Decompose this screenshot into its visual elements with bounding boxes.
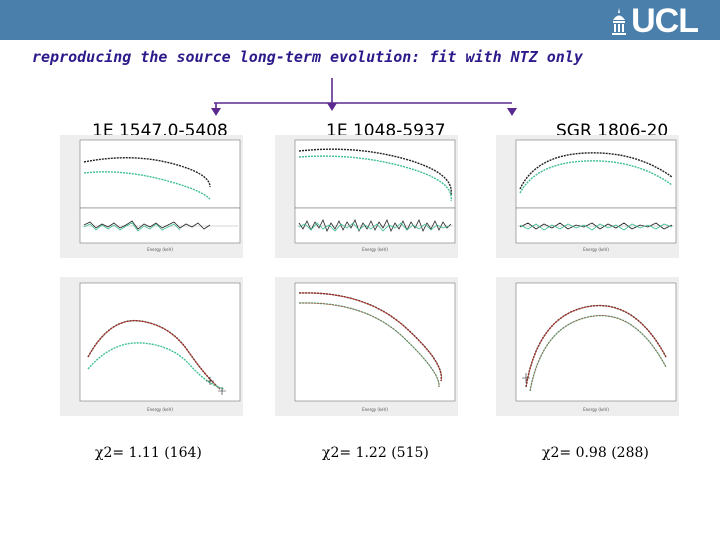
svg-text:Energy (keV): Energy (keV) (583, 407, 609, 412)
header-bar: UCL (0, 0, 720, 40)
svg-text:Energy (keV): Energy (keV) (362, 247, 388, 252)
svg-text:Energy (keV): Energy (keV) (362, 407, 388, 412)
logo-text: UCL (631, 2, 699, 40)
model-panel-1: Energy (keV) (60, 277, 243, 416)
spectrum-panel-3: Energy (keV) (496, 135, 679, 258)
spectrum-panel-1: Energy (keV) (60, 135, 243, 258)
model-panel-2: Energy (keV) (275, 277, 458, 416)
spectrum-panel-2: Energy (keV) (275, 135, 458, 258)
chi2-label-2: χ2= 1.22 (515) (322, 445, 429, 461)
svg-text:Energy (keV): Energy (keV) (583, 247, 609, 252)
chi2-label-1: χ2= 1.11 (164) (95, 445, 202, 461)
svg-text:Energy (keV): Energy (keV) (147, 247, 173, 252)
ucl-logo: UCL (611, 2, 699, 40)
svg-text:Energy (keV): Energy (keV) (147, 407, 173, 412)
slide-title: reproducing the source long-term evoluti… (32, 48, 583, 66)
model-panel-3: Energy (keV) (496, 277, 679, 416)
portico-icon (612, 8, 627, 35)
chi2-label-3: χ2= 0.98 (288) (542, 445, 649, 461)
